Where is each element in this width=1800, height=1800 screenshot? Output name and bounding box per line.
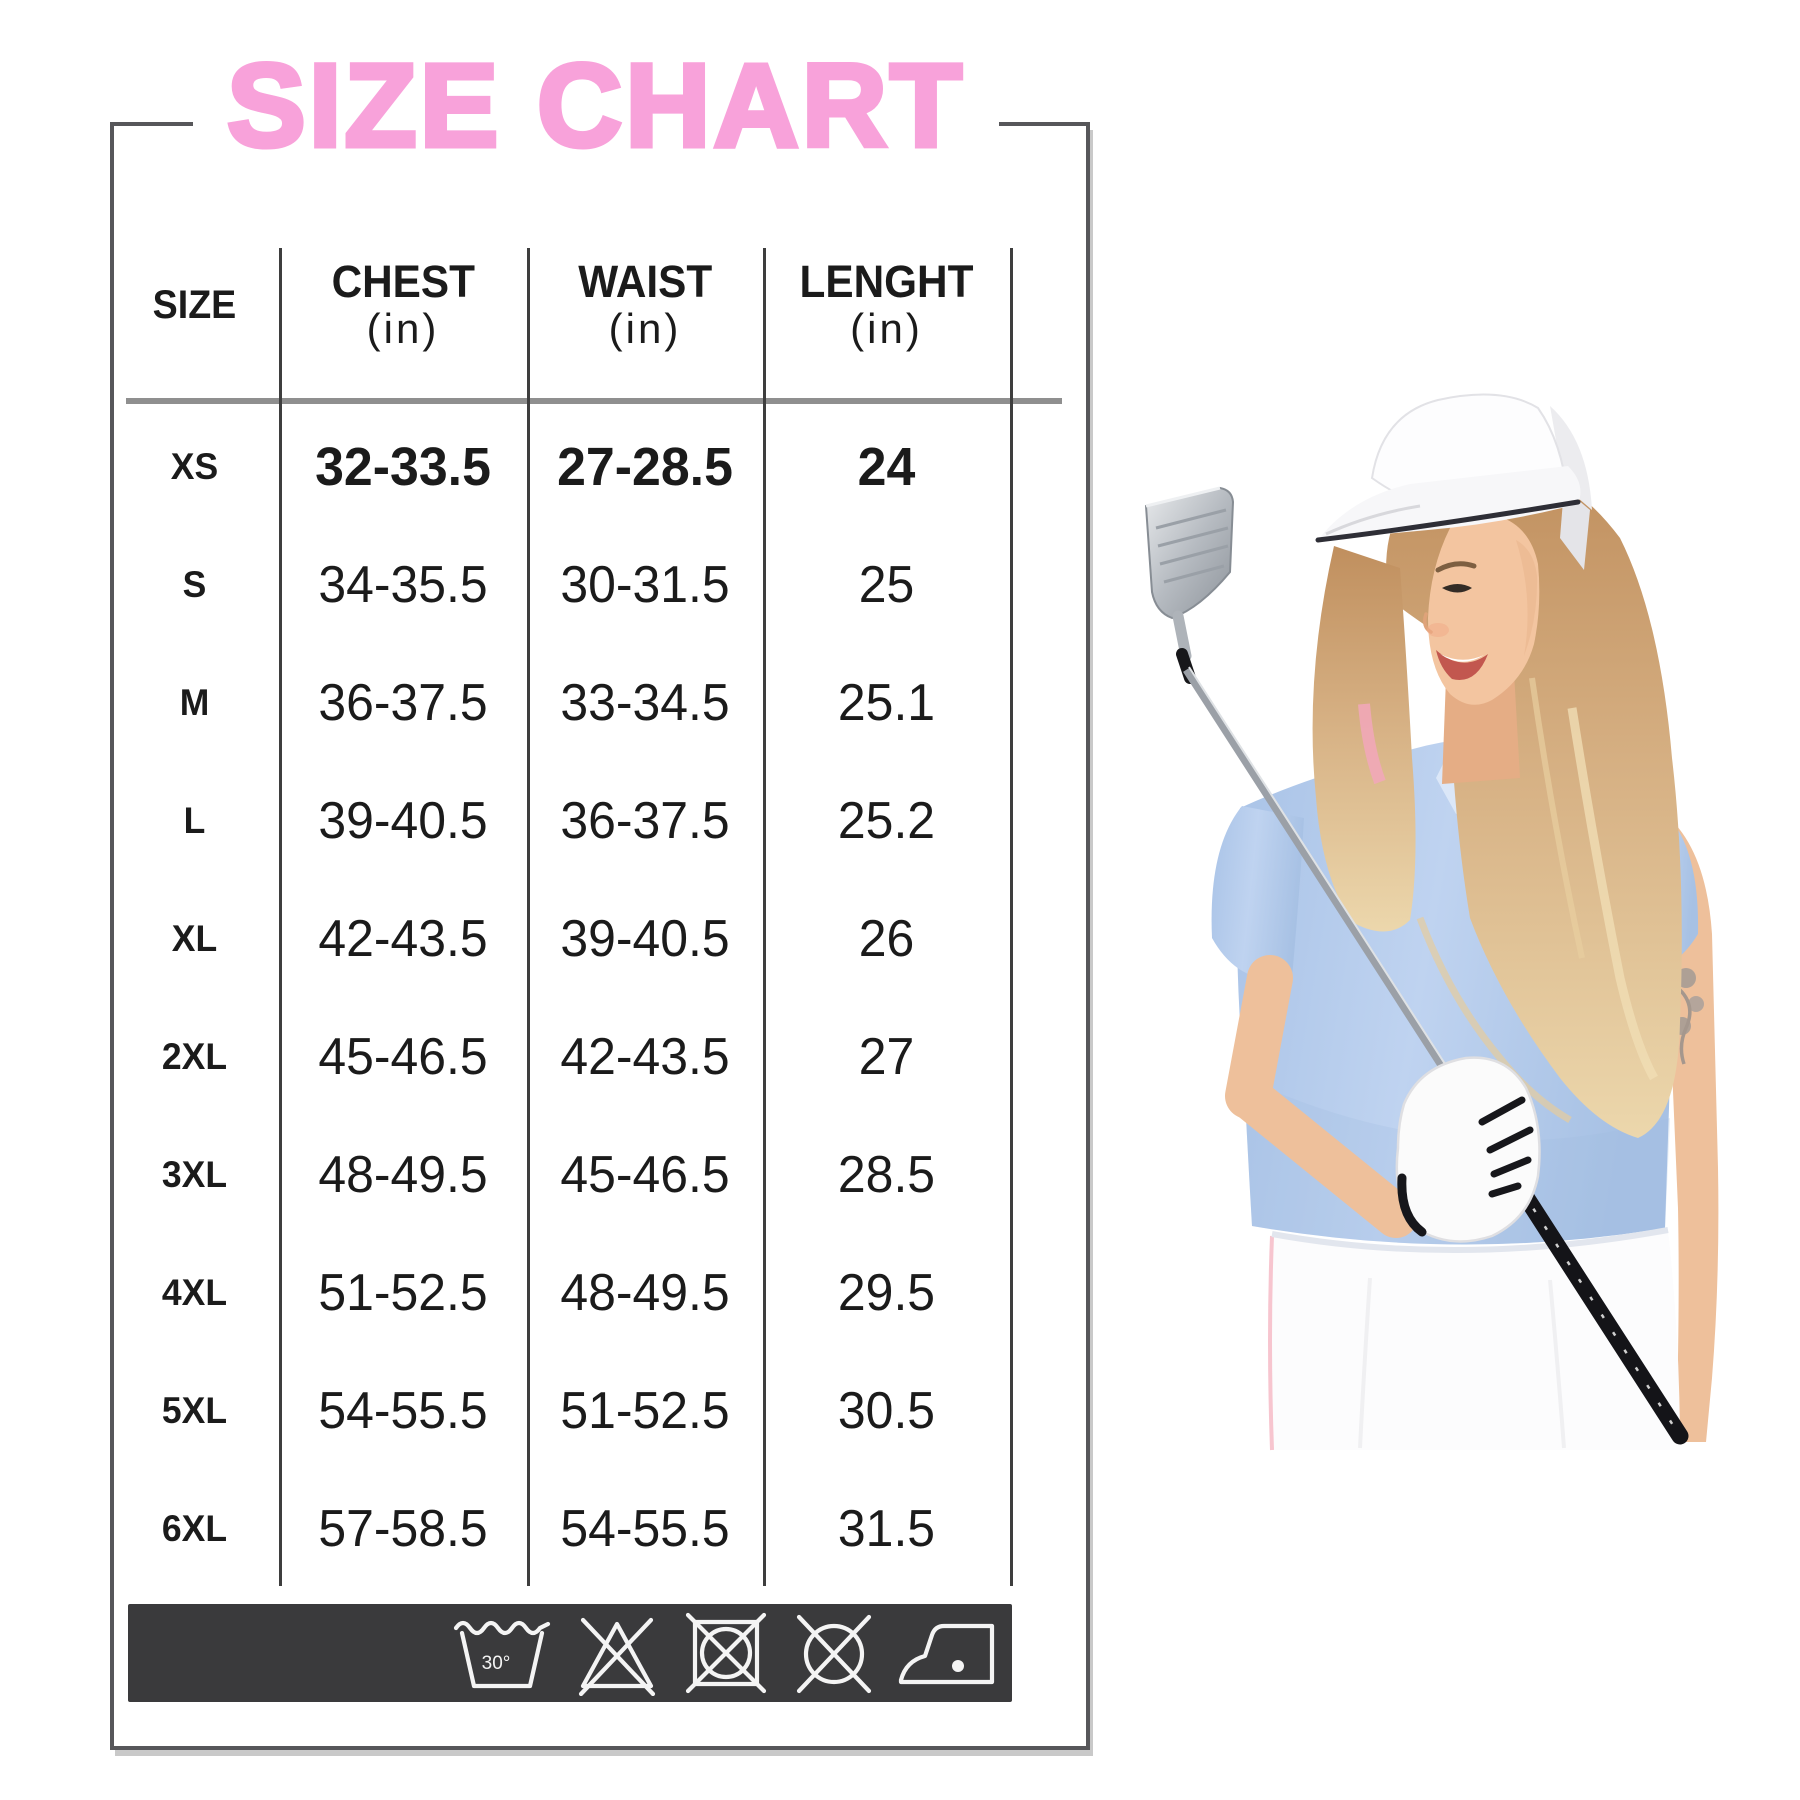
chest-value: 39-40.5 — [318, 792, 488, 850]
size-table-body: XS 32-33.5 27-28.5 24 S 34-35.5 30-31.5 25 M 36-3… — [110, 408, 1010, 1588]
chest-value: 36-37.5 — [318, 674, 488, 732]
chest-value: 34-35.5 — [318, 556, 488, 614]
wash-temp-label: 30° — [482, 1653, 511, 1674]
size-label: S — [182, 564, 207, 605]
table-row: 4XL 51-52.5 48-49.5 29.5 — [110, 1234, 1010, 1352]
table-row: 2XL 45-46.5 42-43.5 27 — [110, 998, 1010, 1116]
do-not-dry-clean-icon — [796, 1614, 872, 1694]
header-label: SIZE — [152, 283, 237, 327]
waist-value: 48-49.5 — [560, 1264, 730, 1322]
header-unit: (in) — [366, 304, 440, 352]
header-cell-length: LENGHT (in) — [763, 220, 1010, 390]
waist-value: 54-55.5 — [560, 1500, 730, 1558]
waist-value: 27-28.5 — [557, 437, 733, 497]
page-title: SIZE CHART — [193, 37, 999, 175]
column-divider — [527, 248, 530, 1586]
size-label: XL — [171, 918, 218, 959]
care-symbols-bar: 30° — [128, 1604, 1012, 1702]
do-not-bleach-icon — [578, 1617, 656, 1696]
length-value: 24 — [857, 437, 916, 497]
chest-value: 54-55.5 — [318, 1382, 488, 1440]
length-value: 29.5 — [837, 1264, 936, 1322]
length-value: 31.5 — [837, 1500, 936, 1558]
chest-value: 45-46.5 — [318, 1028, 488, 1086]
size-label: 6XL — [161, 1508, 228, 1549]
woman-golfer-photo — [1144, 393, 1719, 1451]
header-label: WAIST — [578, 256, 712, 308]
table-row: M 36-37.5 33-34.5 25.1 — [110, 644, 1010, 762]
size-label: M — [179, 682, 210, 723]
header-unit: (in) — [850, 304, 923, 352]
size-label: 3XL — [161, 1154, 228, 1195]
golfer-left-arm — [1225, 955, 1418, 1238]
club-grip — [1513, 1182, 1689, 1445]
table-row: XL 42-43.5 39-40.5 26 — [110, 880, 1010, 998]
chest-value: 51-52.5 — [318, 1264, 488, 1322]
care-icons-row: 30° — [442, 1604, 1008, 1702]
golfer-visor — [1315, 393, 1592, 570]
length-value: 28.5 — [837, 1146, 936, 1204]
golf-glove — [1395, 1056, 1541, 1243]
header-label: LENGHT — [799, 256, 974, 308]
waist-value: 42-43.5 — [560, 1028, 730, 1086]
golfer-face — [1423, 514, 1540, 705]
do-not-tumble-dry-icon — [685, 1612, 767, 1694]
length-value: 27 — [858, 1028, 915, 1086]
chest-value: 57-58.5 — [318, 1500, 488, 1558]
table-row: L 39-40.5 36-37.5 25.2 — [110, 762, 1010, 880]
header-divider — [126, 398, 1062, 404]
chest-value: 48-49.5 — [318, 1146, 488, 1204]
column-divider — [279, 248, 282, 1586]
length-value: 25.2 — [837, 792, 936, 850]
size-label: 5XL — [161, 1390, 228, 1431]
waist-value: 30-31.5 — [560, 556, 730, 614]
iron-low-icon — [898, 1623, 995, 1685]
waist-value: 45-46.5 — [560, 1146, 730, 1204]
column-divider — [763, 248, 766, 1586]
table-row: XS 32-33.5 27-28.5 24 — [110, 408, 1010, 526]
size-label: L — [183, 800, 206, 841]
wash-30-icon: 30° — [453, 1620, 551, 1689]
header-unit: (in) — [608, 304, 682, 352]
length-value: 25.1 — [837, 674, 936, 732]
table-row: S 34-35.5 30-31.5 25 — [110, 526, 1010, 644]
golf-club — [1144, 486, 1689, 1445]
length-value: 26 — [858, 910, 915, 968]
size-label: 4XL — [161, 1272, 228, 1313]
column-divider — [1010, 248, 1013, 1586]
header-cell-chest: CHEST (in) — [279, 220, 527, 390]
table-row: 5XL 54-55.5 51-52.5 30.5 — [110, 1352, 1010, 1470]
pink-hair-streak — [1358, 703, 1386, 785]
length-value: 30.5 — [837, 1382, 936, 1440]
table-row: 3XL 48-49.5 45-46.5 28.5 — [110, 1116, 1010, 1234]
waist-value: 36-37.5 — [560, 792, 730, 850]
length-value: 25 — [858, 556, 915, 614]
size-label: 2XL — [161, 1036, 228, 1077]
table-row: 6XL 57-58.5 54-55.5 31.5 — [110, 1470, 1010, 1588]
table-header: SIZE CHEST (in) WAIST (in) LENGHT (in) — [110, 220, 1010, 390]
size-label: XS — [170, 446, 219, 487]
header-cell-size: SIZE — [110, 220, 279, 390]
header-label: CHEST — [331, 256, 475, 308]
chest-value: 42-43.5 — [318, 910, 488, 968]
chest-value: 32-33.5 — [315, 437, 491, 497]
header-cell-waist: WAIST (in) — [527, 220, 763, 390]
waist-value: 39-40.5 — [560, 910, 730, 968]
waist-value: 51-52.5 — [560, 1382, 730, 1440]
waist-value: 33-34.5 — [560, 674, 730, 732]
